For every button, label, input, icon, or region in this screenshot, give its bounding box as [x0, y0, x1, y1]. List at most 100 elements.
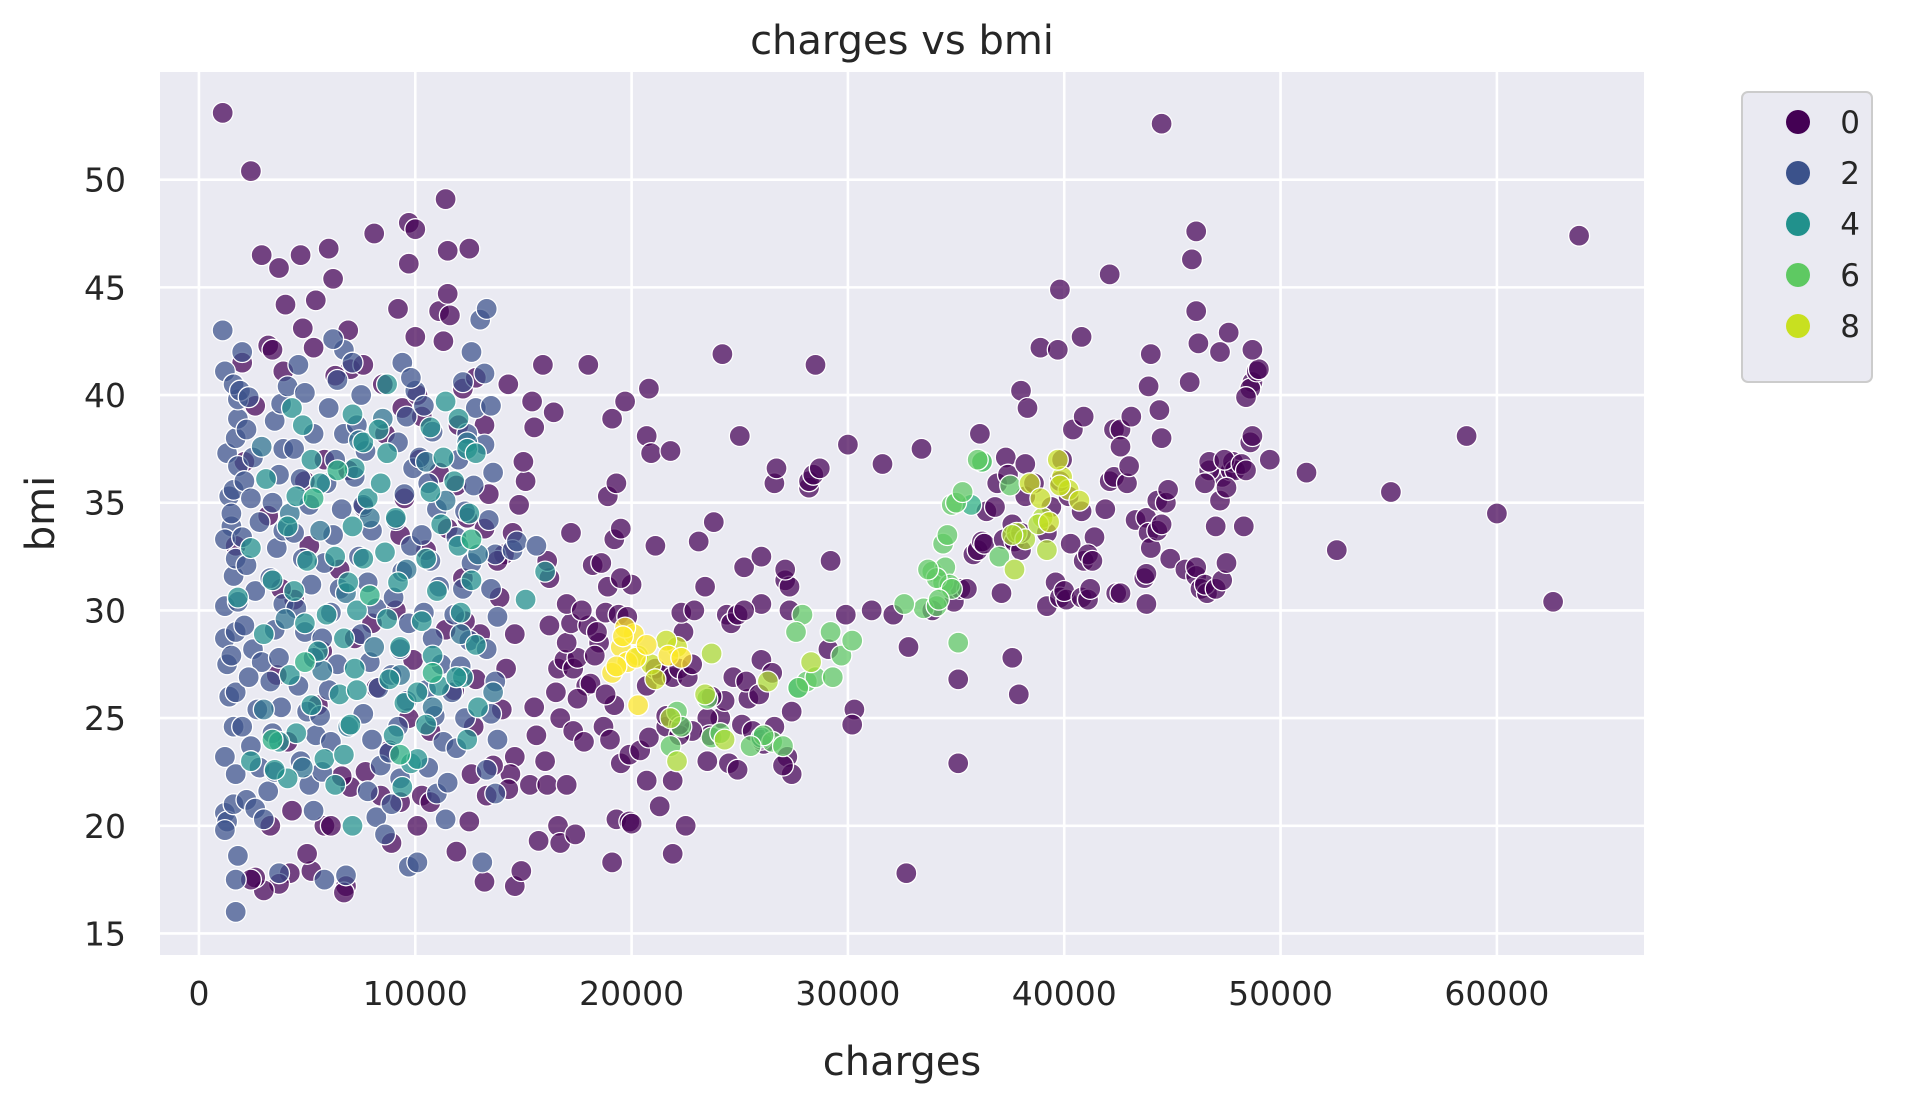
data-point	[425, 579, 449, 603]
data-point	[1139, 342, 1162, 366]
data-point	[388, 743, 412, 766]
data-point	[434, 390, 457, 413]
data-point	[726, 758, 749, 781]
data-point	[1215, 476, 1238, 499]
data-point	[700, 642, 723, 665]
data-point	[821, 666, 844, 689]
data-point	[295, 842, 319, 865]
data-point	[527, 829, 550, 853]
data-point	[302, 799, 325, 822]
x-tick-labels: 0 10000 20000 30000 40000 50000 60000	[188, 974, 1549, 1013]
data-point	[648, 795, 671, 818]
data-point	[250, 243, 273, 267]
data-point	[1185, 299, 1208, 323]
data-point	[293, 650, 317, 674]
data-point	[350, 383, 373, 407]
y-tick-label: 25	[84, 699, 126, 738]
data-point	[1003, 558, 1026, 581]
data-point	[375, 373, 399, 396]
data-point	[352, 431, 375, 454]
data-point	[644, 668, 667, 691]
data-point	[313, 868, 336, 891]
data-point	[274, 607, 297, 631]
data-point	[1178, 370, 1201, 394]
data-point	[1001, 523, 1024, 547]
data-point	[343, 657, 366, 680]
data-point	[436, 771, 459, 794]
data-point	[460, 340, 483, 364]
data-point	[464, 633, 487, 657]
data-point	[261, 728, 284, 751]
x-tick-label: 20000	[579, 974, 684, 1013]
data-point	[990, 582, 1013, 605]
data-point	[434, 808, 457, 831]
data-point	[438, 304, 462, 327]
data-point	[1325, 538, 1348, 562]
data-point	[670, 646, 693, 669]
data-point	[226, 844, 250, 868]
data-point	[951, 480, 974, 504]
data-point	[341, 814, 364, 837]
data-point	[577, 353, 600, 377]
data-point	[503, 622, 526, 646]
data-point	[358, 584, 381, 607]
data-point	[626, 694, 650, 717]
data-point	[404, 218, 427, 241]
legend: 0 2 4 6 8	[1741, 91, 1873, 383]
x-tick-label: 60000	[1444, 974, 1549, 1013]
data-point	[1247, 358, 1271, 381]
data-point	[486, 605, 509, 629]
data-point	[337, 571, 360, 594]
data-point	[248, 510, 271, 534]
data-point	[211, 101, 234, 125]
data-point	[341, 351, 364, 374]
data-point	[235, 418, 258, 441]
data-point	[293, 381, 317, 405]
data-point	[1109, 435, 1132, 458]
data-point	[419, 480, 442, 504]
data-point	[531, 353, 555, 377]
data-point	[1150, 513, 1173, 536]
data-point	[332, 627, 356, 650]
data-point	[693, 683, 717, 706]
data-point	[702, 510, 725, 534]
points-layer	[211, 101, 1591, 924]
data-point	[475, 758, 498, 781]
data-point	[213, 745, 237, 769]
data-point	[395, 405, 418, 428]
data-point	[378, 668, 401, 691]
data-point	[687, 530, 710, 553]
data-point	[1232, 515, 1255, 538]
data-point	[1120, 405, 1143, 428]
data-point	[356, 487, 379, 510]
data-point	[224, 900, 247, 924]
data-point	[261, 491, 284, 514]
data-point	[512, 450, 535, 473]
data-point	[324, 545, 347, 568]
legend-label: 6	[1840, 258, 1860, 294]
data-point	[373, 823, 397, 846]
legend-marker	[1786, 263, 1810, 287]
data-point	[332, 743, 356, 766]
data-point	[808, 457, 831, 480]
data-point	[443, 470, 466, 493]
data-point	[414, 547, 438, 570]
data-point	[406, 851, 429, 874]
data-point	[324, 773, 347, 797]
data-point	[410, 523, 433, 547]
data-point	[819, 549, 842, 573]
data-point	[280, 799, 304, 822]
data-point	[936, 523, 959, 547]
data-point	[456, 728, 479, 751]
data-point	[257, 780, 280, 803]
data-point	[1098, 263, 1121, 286]
data-point	[947, 668, 970, 691]
data-point	[287, 353, 310, 377]
data-point	[635, 769, 658, 792]
data-point	[620, 812, 643, 835]
data-point	[637, 377, 661, 400]
data-point	[1072, 405, 1095, 428]
data-point	[388, 635, 412, 659]
data-point	[750, 545, 773, 568]
data-point	[406, 814, 429, 837]
